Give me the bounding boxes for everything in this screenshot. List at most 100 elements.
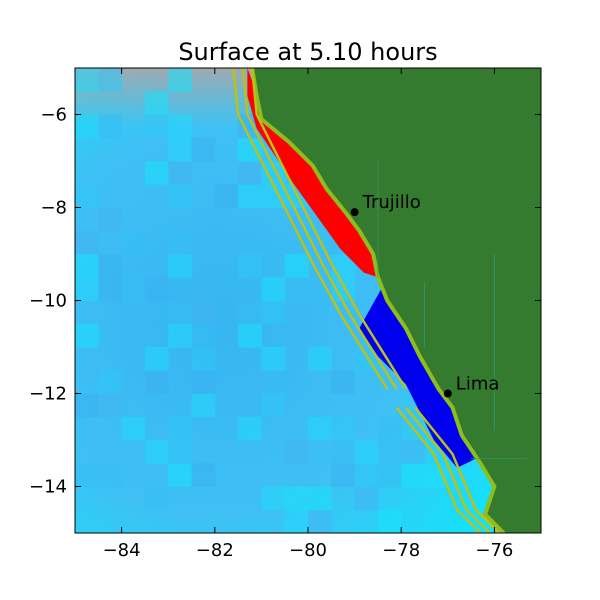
ocean-cell [238, 254, 262, 278]
ocean-cell [168, 68, 192, 92]
fault-line [250, 68, 407, 390]
ocean-cell [75, 463, 99, 487]
ocean-cell [284, 277, 309, 301]
x-tick-label: −84 [103, 540, 141, 561]
ocean-cell [98, 463, 123, 487]
ocean-cell [354, 463, 379, 487]
ocean-cell [377, 509, 402, 533]
ocean-cell [121, 230, 146, 255]
ocean-cell [331, 440, 356, 464]
ocean-cell [75, 68, 99, 92]
ocean-cell [168, 230, 192, 255]
fault-line [404, 406, 491, 533]
chart-title: Surface at 5.10 hours [178, 38, 437, 66]
ocean-cell [144, 347, 169, 371]
ocean-cell [331, 463, 356, 487]
ocean-cell [168, 416, 192, 441]
ocean-cell [191, 463, 216, 487]
ocean-cell [144, 440, 169, 464]
ocean-cell [121, 416, 146, 441]
ocean-cell [98, 68, 123, 92]
ocean-cell [377, 416, 402, 441]
ocean-cell [284, 254, 309, 278]
gauge-lines [377, 161, 527, 460]
ocean-cell [98, 277, 123, 301]
ocean-cell [98, 254, 123, 278]
ocean-cell [75, 254, 99, 278]
y-tick-label: −8 [40, 198, 67, 219]
ocean-cell [308, 416, 332, 441]
ocean-cell [191, 393, 216, 418]
ocean-cell [308, 347, 332, 371]
y-tick-label: −14 [29, 477, 67, 498]
ocean-cell [75, 277, 99, 301]
ocean-cell [401, 440, 425, 464]
city-label: Trujillo [362, 192, 421, 213]
ocean-cell [238, 137, 262, 162]
ocean-cell [98, 207, 123, 232]
ocean-cell [401, 463, 425, 487]
ocean-cell [168, 184, 192, 208]
ocean-cell [98, 114, 123, 139]
ocean-cell [261, 277, 286, 301]
ocean-cell [261, 300, 286, 325]
y-tick-label: −10 [29, 291, 67, 312]
ocean-cell [168, 114, 192, 139]
ocean-cell [238, 184, 262, 208]
y-tick-label: −6 [40, 105, 67, 126]
x-tick-label: −82 [196, 540, 234, 561]
ocean-cell [168, 137, 192, 162]
cities: Trujillo Lima [350, 192, 499, 398]
ocean-cell [75, 114, 99, 139]
ocean-cell [168, 440, 192, 464]
ocean-cell [121, 277, 146, 301]
plot-area: Trujillo Lima [75, 68, 541, 533]
ocean-cell [238, 323, 262, 348]
ocean-cell [377, 440, 402, 464]
ocean-cell [261, 393, 286, 418]
ocean-cell [144, 370, 169, 394]
ocean-cell [354, 440, 379, 464]
ocean-cell [238, 300, 262, 325]
fault-line [395, 406, 482, 533]
ocean-cell [98, 393, 123, 418]
ocean-cell [168, 323, 192, 348]
x-axis: −84 −82 −80 −78 −76 [103, 68, 513, 561]
ocean-cell [424, 463, 449, 487]
ocean-cell [144, 161, 169, 185]
ocean-cell [75, 323, 99, 348]
ocean-cell [191, 137, 216, 162]
ocean-cell [75, 230, 99, 255]
ocean-cell [284, 486, 309, 511]
ocean-cell [261, 184, 286, 208]
x-tick-label: −76 [475, 540, 513, 561]
ocean-cell [331, 416, 356, 441]
ocean-cell [75, 184, 99, 208]
fault-lines [232, 68, 500, 533]
fault-line [414, 406, 500, 533]
ocean-cell [168, 300, 192, 325]
ocean-cell [98, 370, 123, 394]
ocean-cell [191, 347, 216, 371]
positive-wave-band [247, 68, 378, 278]
ocean-cell [238, 161, 262, 185]
y-tick-label: −12 [29, 384, 67, 405]
ocean-cell [354, 486, 379, 511]
ocean-cell [144, 486, 169, 511]
city-marker [350, 208, 359, 217]
ocean-cell [377, 463, 402, 487]
ocean-cell [284, 440, 309, 464]
x-tick-label: −80 [289, 540, 327, 561]
x-tick-label: −78 [382, 540, 420, 561]
fault-line [241, 68, 398, 390]
ocean-cell [144, 91, 169, 115]
y-axis: −6 −8 −10 −12 −14 [29, 105, 541, 498]
ocean-cell [308, 486, 332, 511]
ocean-cell [75, 393, 99, 418]
ocean-cell [168, 463, 192, 487]
negative-wave-band [359, 286, 476, 468]
ocean-cell [168, 161, 192, 185]
ocean-cell [238, 416, 262, 441]
fault-line [232, 68, 389, 390]
city-marker [443, 389, 452, 398]
